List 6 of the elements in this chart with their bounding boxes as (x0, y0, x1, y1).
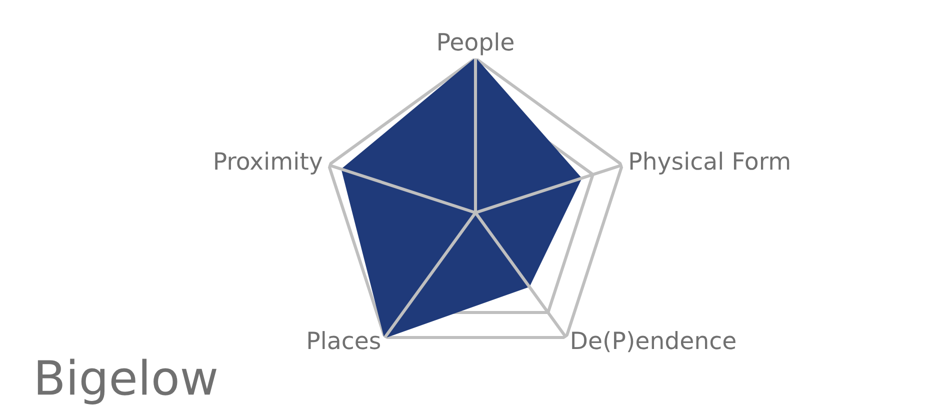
spoke-label: People (438, 32, 514, 56)
text: Bigelow (38, 358, 216, 404)
spoke-label: Places (308, 331, 380, 350)
spoke-label: Physical Form (630, 152, 790, 175)
spoke-label: De(P)endence (572, 331, 736, 352)
spoke-label: Proximity (215, 152, 322, 175)
